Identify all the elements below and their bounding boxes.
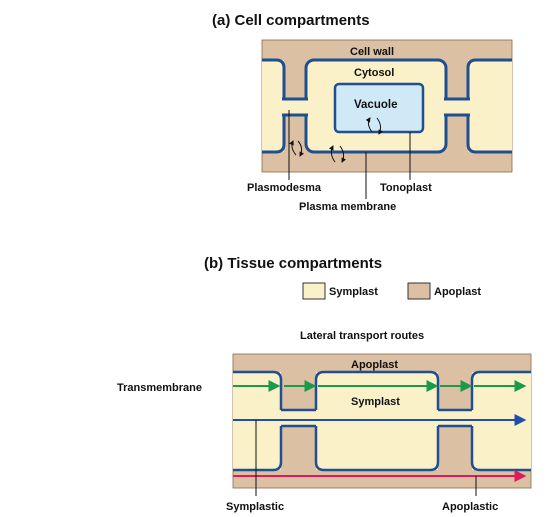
- symplast-band: [233, 410, 531, 426]
- membrane-transport-arrow-in: [328, 145, 336, 163]
- plasmodesma-channel-right: [442, 99, 470, 115]
- plasmodesma-transport-arrow-2: [297, 140, 305, 157]
- tissue-apoplast-label: Apoplast: [351, 359, 398, 371]
- plasmodesma-transport-arrow-1: [289, 140, 297, 156]
- tonoplast-label: Tonoplast: [380, 182, 432, 194]
- top-cell-left: [233, 372, 281, 410]
- left-cell-cytoplasm: [262, 60, 284, 152]
- panel-b-title: (b) Tissue compartments: [204, 255, 382, 272]
- bottom-cell-left: [233, 426, 281, 470]
- bottom-cell-right-membrane: [470, 426, 531, 472]
- tonoplast-transport-arrow-out: [376, 117, 384, 135]
- plasma-membrane-label: Plasma membrane: [299, 201, 396, 213]
- cytosol-label: Cytosol: [354, 67, 394, 79]
- bottom-cell-middle: [316, 426, 438, 470]
- top-cell-left-membrane: [233, 370, 283, 410]
- panel-b: (b) Tissue compartments Symplast Apoplas…: [117, 255, 532, 513]
- top-cell-right: [472, 372, 531, 410]
- top-cell-middle-membrane: [314, 370, 440, 410]
- transmembrane-label: Transmembrane: [117, 382, 202, 394]
- plasmodesma-membrane-right: [444, 97, 470, 117]
- bottom-cell-right: [472, 426, 531, 470]
- top-cell-right-membrane: [470, 370, 531, 410]
- bottom-cell-left-membrane: [233, 426, 283, 472]
- top-cell-middle: [316, 372, 438, 410]
- apoplastic-label: Apoplastic: [442, 501, 498, 513]
- symplastic-label: Symplastic: [226, 501, 284, 513]
- tissue-symplast-label: Symplast: [351, 396, 400, 408]
- plasmodesma-channel-left: [282, 99, 310, 115]
- tonoplast-transport-arrow-in: [365, 117, 373, 133]
- plasmodesma-label: Plasmodesma: [247, 182, 322, 194]
- legend-apoplast-label: Apoplast: [434, 286, 481, 298]
- vacuole-label: Vacuole: [354, 99, 397, 111]
- legend-symplast-swatch: [302, 282, 326, 300]
- right-cell-cytoplasm: [468, 60, 512, 152]
- tissue-plasmodesma-membranes: [281, 408, 472, 428]
- plasmodesma-membrane-left: [282, 97, 308, 117]
- bottom-cell-middle-membrane: [314, 426, 440, 472]
- lateral-transport-subtitle: Lateral transport routes: [300, 330, 424, 342]
- panel-a-title: (a) Cell compartments: [212, 12, 370, 29]
- cell-wall-label: Cell wall: [350, 46, 394, 58]
- legend-symplast-label: Symplast: [329, 286, 378, 298]
- legend-apoplast-swatch: [407, 282, 431, 300]
- panel-a: (a) Cell compartments Cell wall Cytosol …: [212, 12, 513, 213]
- membrane-transport-arrow-out: [339, 145, 347, 163]
